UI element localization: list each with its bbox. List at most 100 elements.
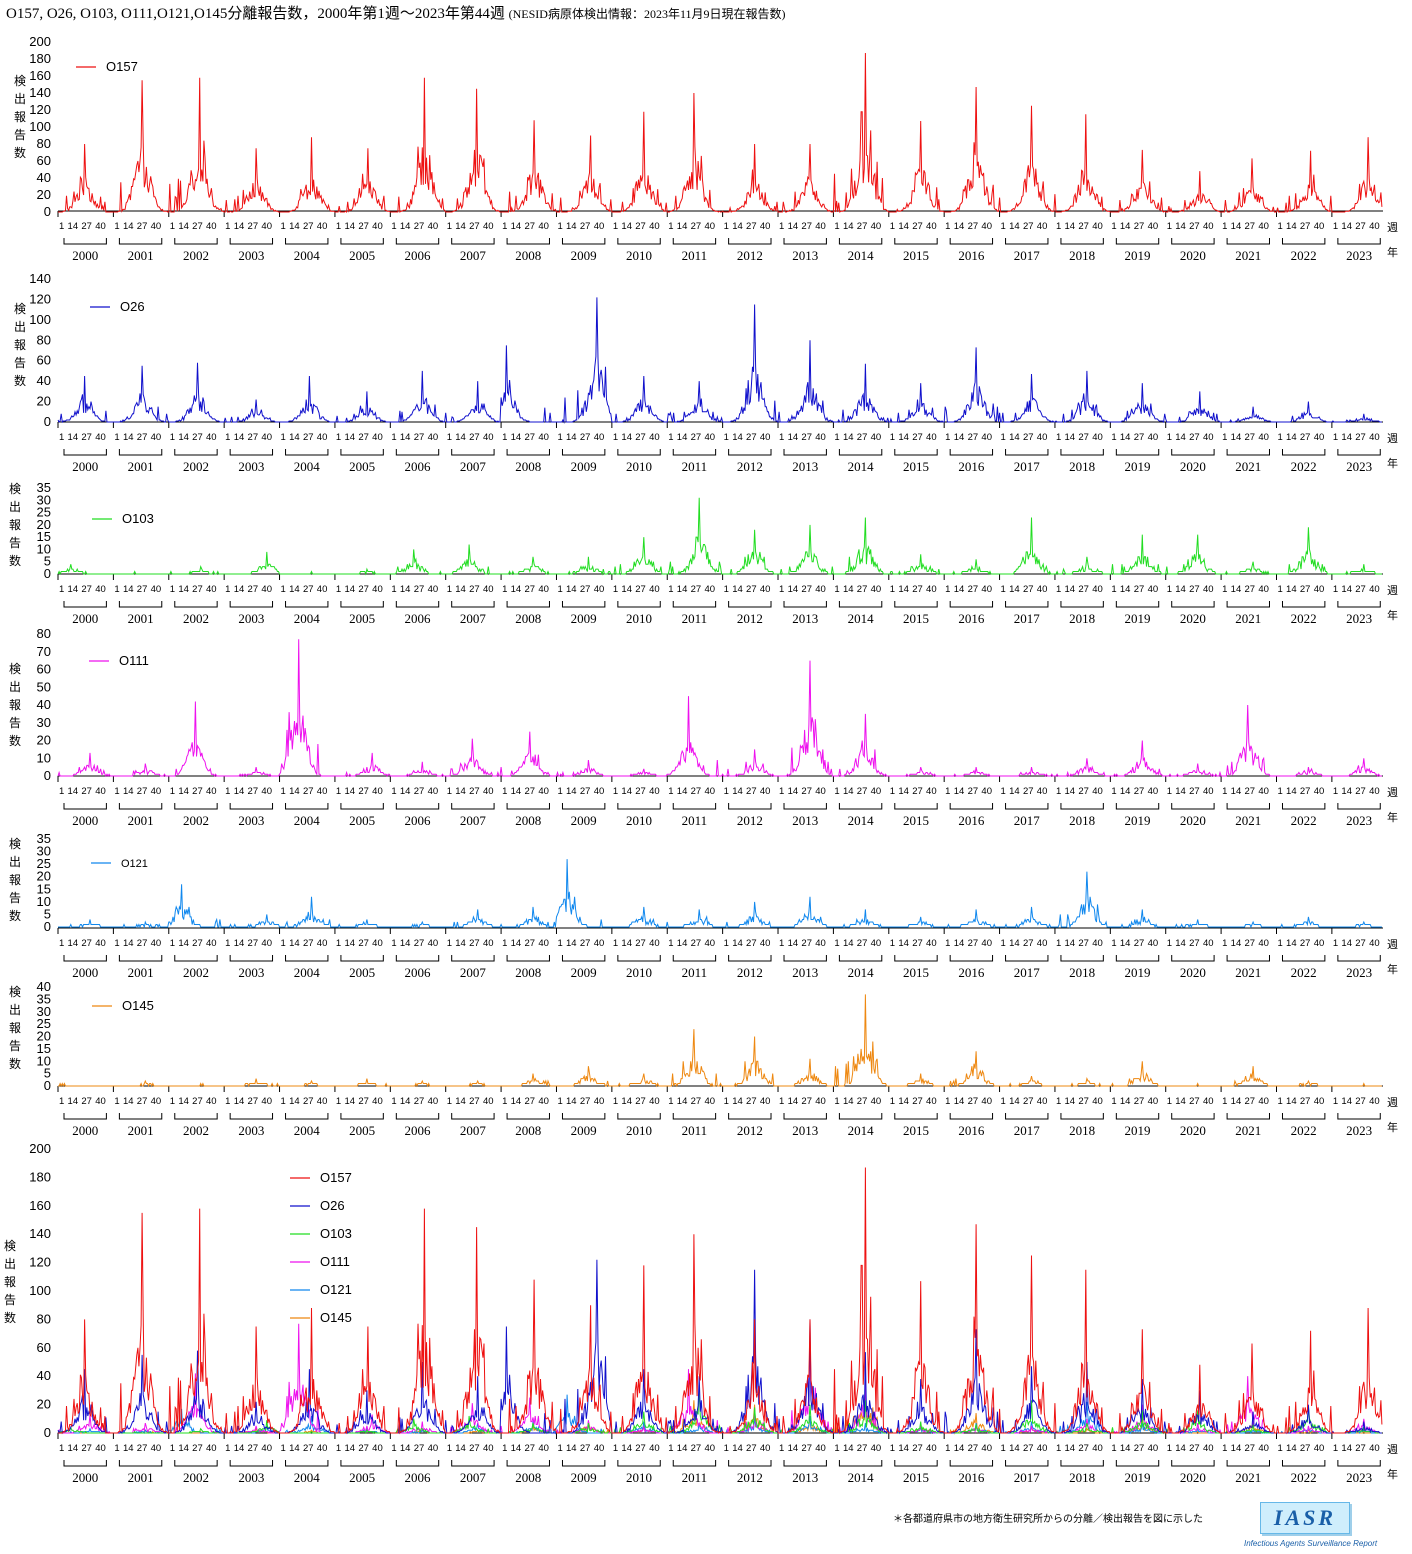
y-axis-label-char: 告 — [9, 1039, 21, 1053]
week-tick-label: 27 — [968, 938, 979, 949]
year-label: 2010 — [626, 248, 652, 263]
week-tick-label: 27 — [524, 1443, 535, 1454]
week-tick-label: 27 — [746, 432, 757, 443]
year-bracket — [451, 955, 495, 962]
week-tick-label: 1 — [1056, 1443, 1061, 1454]
week-tick-label: 40 — [649, 1443, 660, 1454]
year-bracket — [894, 601, 938, 608]
week-tick-label: 27 — [358, 584, 369, 595]
week-tick-label: 27 — [1355, 786, 1366, 797]
week-tick-label: 40 — [317, 584, 328, 595]
week-tick-label: 1 — [557, 584, 562, 595]
week-tick-label: 27 — [580, 1443, 591, 1454]
week-tick-label: 14 — [843, 786, 854, 797]
year-label: 2018 — [1069, 1123, 1095, 1138]
year-bracket — [561, 238, 606, 245]
week-tick-label: 14 — [788, 584, 799, 595]
week-tick-label: 14 — [677, 432, 688, 443]
week-tick-label: 1 — [114, 584, 119, 595]
year-bracket — [617, 803, 661, 810]
week-tick-label: 27 — [192, 221, 203, 232]
week-tick-label: 14 — [1009, 221, 1020, 232]
week-tick-label: 1 — [114, 1096, 119, 1107]
week-tick-label: 27 — [303, 1443, 314, 1454]
year-label: 2022 — [1291, 248, 1317, 263]
year-label: 2009 — [571, 813, 597, 828]
week-tick-label: 14 — [954, 938, 965, 949]
y-tick-label: 5 — [44, 1066, 51, 1081]
year-bracket — [838, 238, 883, 245]
year-bracket — [1226, 1113, 1270, 1120]
week-tick-label: 27 — [303, 786, 314, 797]
year-bracket — [451, 803, 495, 810]
week-tick-label: 40 — [815, 938, 826, 949]
year-bracket — [395, 803, 440, 810]
week-tick-label: 27 — [691, 584, 702, 595]
year-bracket — [949, 1460, 994, 1467]
year-bracket — [894, 955, 938, 962]
week-tick-label: 27 — [1245, 786, 1256, 797]
week-tick-label: 14 — [677, 1096, 688, 1107]
year-bracket — [1281, 238, 1326, 245]
year-label: 2021 — [1235, 813, 1261, 828]
year-label: 2023 — [1346, 965, 1372, 980]
week-tick-label: 40 — [815, 221, 826, 232]
week-tick-label: 40 — [261, 221, 272, 232]
year-label: 2021 — [1235, 248, 1261, 263]
year-label: 2005 — [349, 459, 375, 474]
week-tick-label: 40 — [1314, 584, 1325, 595]
week-tick-label: 1 — [945, 432, 950, 443]
year-label: 2004 — [294, 965, 321, 980]
y-axis-label-char: 数 — [4, 1310, 16, 1325]
week-tick-label: 14 — [1175, 938, 1186, 949]
week-tick-label: 14 — [68, 432, 79, 443]
week-tick-label: 27 — [137, 221, 148, 232]
title-note: (NESID病原体検出情報：2023年11月9日現在報告数) — [508, 7, 786, 21]
week-tick-label: 40 — [95, 786, 106, 797]
week-tick-label: 40 — [95, 432, 106, 443]
year-bracket — [1060, 955, 1104, 962]
series-line-O103 — [57, 1388, 1382, 1435]
y-tick-label: 140 — [29, 85, 51, 100]
year-bracket — [617, 955, 661, 962]
year-label: 2014 — [848, 611, 875, 626]
week-tick-label: 1 — [945, 584, 950, 595]
year-label: 2011 — [682, 813, 708, 828]
year-label: 2014 — [848, 459, 875, 474]
year-bracket — [1281, 601, 1326, 608]
year-bracket — [728, 955, 772, 962]
week-tick-label: 27 — [1245, 584, 1256, 595]
week-tick-label: 27 — [1245, 1096, 1256, 1107]
week-tick-label: 1 — [447, 221, 452, 232]
week-tick-label: 40 — [1369, 221, 1380, 232]
week-tick-label: 40 — [95, 584, 106, 595]
week-tick-label: 1 — [724, 1096, 729, 1107]
year-bracket — [340, 238, 384, 245]
year-label: 2006 — [405, 611, 432, 626]
year-bracket — [506, 803, 550, 810]
y-tick-label: 140 — [29, 271, 51, 286]
week-tick-label: 14 — [677, 584, 688, 595]
week-tick-label: 14 — [1341, 786, 1352, 797]
year-label: 2014 — [848, 813, 875, 828]
week-tick-label: 14 — [1120, 786, 1131, 797]
week-tick-label: 1 — [281, 938, 286, 949]
year-bracket — [1115, 238, 1160, 245]
week-tick-label: 27 — [1134, 938, 1145, 949]
week-tick-label: 1 — [225, 786, 230, 797]
week-tick-label: 40 — [317, 1443, 328, 1454]
year-label: 2018 — [1069, 965, 1095, 980]
year-label: 2001 — [128, 1470, 154, 1485]
week-tick-label: 27 — [968, 1443, 979, 1454]
week-tick-label: 40 — [538, 432, 549, 443]
week-tick-label: 14 — [123, 1096, 134, 1107]
week-tick-label: 40 — [1258, 786, 1269, 797]
year-label: 2012 — [737, 248, 763, 263]
week-tick-label: 14 — [68, 786, 79, 797]
year-label: 2002 — [183, 1123, 209, 1138]
week-tick-label: 40 — [1148, 432, 1159, 443]
week-tick-label: 40 — [206, 584, 217, 595]
week-tick-label: 27 — [469, 432, 480, 443]
week-tick-label: 1 — [1167, 938, 1172, 949]
